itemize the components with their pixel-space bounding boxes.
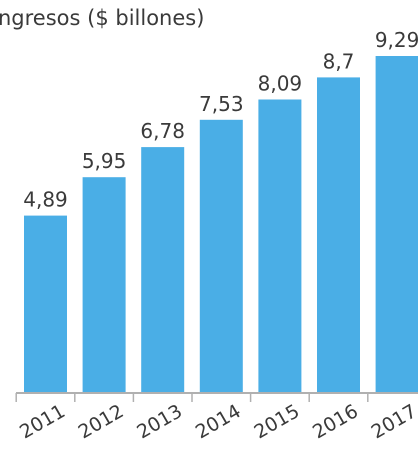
value-label-2012: 5,95 [82, 149, 127, 173]
value-label-2011: 4,89 [23, 188, 68, 212]
bar-2015 [258, 100, 301, 394]
bar-2016 [317, 77, 360, 393]
bar-2012 [83, 177, 126, 393]
x-tick-label-2016: 2016 [309, 400, 362, 443]
value-label-2013: 6,78 [140, 119, 185, 143]
x-tick-labels-group: 2011 2012 2013 2014 2015 2016 2017 [16, 400, 418, 443]
x-tick-label-2015: 2015 [250, 400, 303, 443]
bar-2011 [24, 216, 67, 393]
bar-2013 [141, 147, 184, 393]
x-tick-label-2014: 2014 [192, 400, 245, 443]
value-label-2017: 9,29 [375, 28, 418, 52]
value-label-2015: 8,09 [258, 72, 303, 96]
chart-title: ngresos ($ billones) [0, 6, 204, 30]
x-ticks-group [16, 393, 368, 402]
x-tick-label-2012: 2012 [75, 400, 128, 443]
x-tick-label-2011: 2011 [16, 400, 69, 443]
value-label-2016: 8,7 [323, 49, 355, 73]
bar-2017 [376, 56, 418, 393]
x-tick-label-2017: 2017 [368, 400, 418, 443]
bar-2014 [200, 120, 243, 393]
value-label-2014: 7,53 [199, 92, 244, 116]
x-tick-label-2013: 2013 [133, 400, 186, 443]
